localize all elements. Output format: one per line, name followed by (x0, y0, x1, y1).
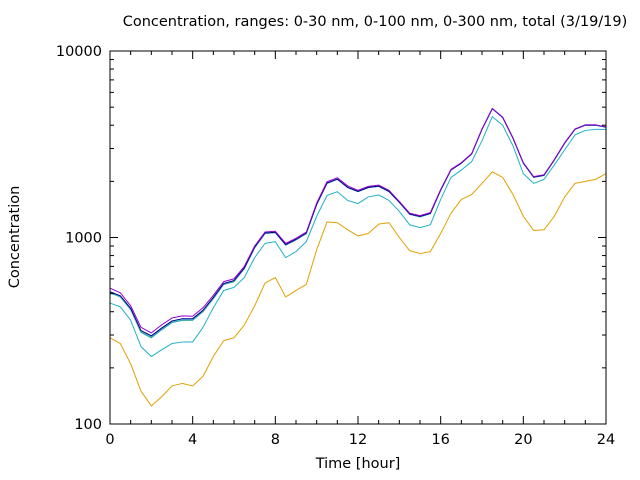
x-tick-label: 24 (597, 432, 615, 448)
series-line-5 (109, 108, 607, 337)
series-line-6 (109, 107, 607, 334)
x-axis-label: Time [hour] (315, 456, 401, 472)
y-tick-label: 100 (74, 417, 102, 433)
x-tick-label: 0 (105, 432, 114, 448)
series-line-4 (109, 108, 607, 338)
series-line-2 (109, 116, 606, 358)
y-tick-label: 10000 (56, 44, 102, 60)
series-line-1 (109, 171, 607, 407)
x-tick-label: 20 (514, 432, 532, 448)
x-tick-label: 4 (188, 432, 197, 448)
y-tick-label: 1000 (65, 231, 102, 247)
x-tick-label: 16 (431, 432, 449, 448)
x-tick-label: 12 (349, 432, 367, 448)
plot-frame (109, 50, 607, 425)
chart-title: Concentration, ranges: 0-30 nm, 0-100 nm… (122, 14, 628, 30)
series-layer (109, 107, 607, 407)
series-line-3 (109, 108, 607, 339)
x-tick-label: 8 (271, 432, 280, 448)
